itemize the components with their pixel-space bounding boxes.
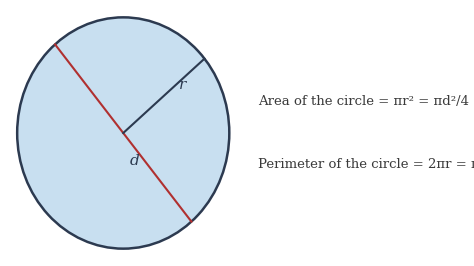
Ellipse shape [17, 17, 229, 249]
Text: Area of the circle = πr² = πd²/4: Area of the circle = πr² = πd²/4 [258, 95, 469, 107]
Text: Perimeter of the circle = 2πr = πd: Perimeter of the circle = 2πr = πd [258, 159, 474, 171]
Text: d: d [130, 154, 139, 168]
Text: r: r [179, 78, 187, 92]
